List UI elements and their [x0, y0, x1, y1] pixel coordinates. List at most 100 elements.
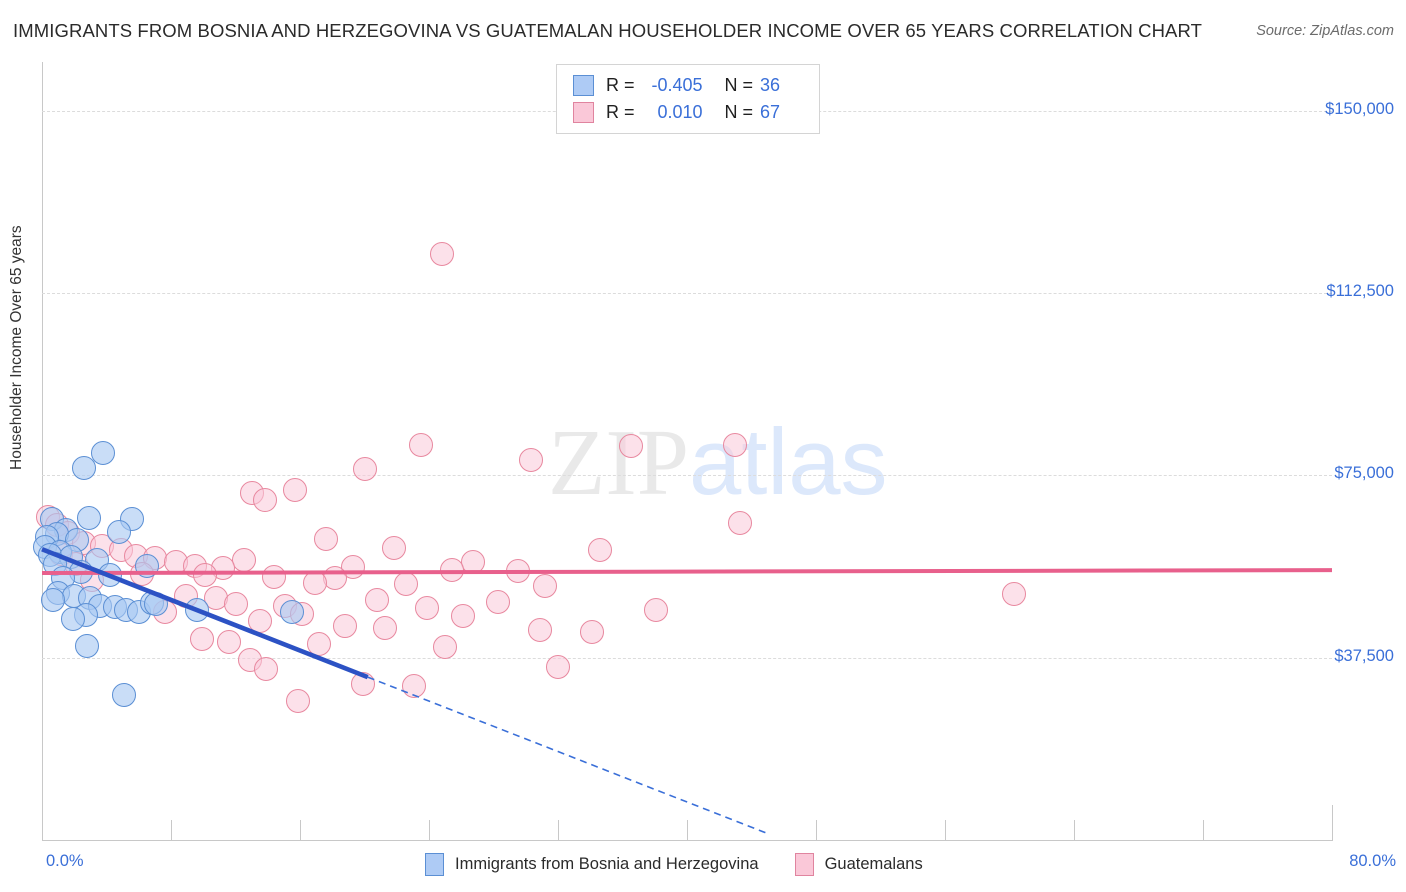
scatter-point[interactable] — [460, 550, 485, 575]
y-axis-tick-label: $37,500 — [1334, 646, 1394, 665]
gridline — [42, 292, 1332, 294]
x-axis-tick — [558, 820, 559, 840]
y-axis-tick-label: $150,000 — [1325, 99, 1394, 118]
scatter-point[interactable] — [75, 633, 100, 658]
page-title: IMMIGRANTS FROM BOSNIA AND HERZEGOVINA V… — [13, 20, 1203, 41]
scatter-point[interactable] — [415, 595, 440, 620]
scatter-point[interactable] — [217, 629, 242, 654]
scatter-point[interactable] — [579, 619, 604, 644]
series-label-guatemalans: Guatemalans — [824, 854, 923, 873]
scatter-point[interactable] — [352, 456, 377, 481]
scatter-point[interactable] — [644, 597, 669, 622]
scatter-point[interactable] — [192, 562, 217, 587]
correlation-legend: R = -0.405 N = 36 R = 0.010 N = 67 — [556, 64, 820, 134]
scatter-point[interactable] — [323, 566, 348, 591]
scatter-point[interactable] — [439, 557, 464, 582]
scatter-point[interactable] — [313, 527, 338, 552]
y-axis-tick-label: $75,000 — [1334, 464, 1394, 483]
n-value-blue: 36 — [760, 74, 781, 95]
x-axis-tick — [816, 820, 817, 840]
scatter-point[interactable] — [333, 613, 358, 638]
scatter-point[interactable] — [189, 627, 214, 652]
scatter-point[interactable] — [408, 432, 433, 457]
scatter-point[interactable] — [429, 241, 454, 266]
scatter-point[interactable] — [365, 588, 390, 613]
scatter-point[interactable] — [381, 536, 406, 561]
scatter-point[interactable] — [41, 587, 66, 612]
r-label-blue: R = — [606, 74, 635, 95]
plot-area — [33, 62, 1332, 840]
scatter-point[interactable] — [254, 656, 279, 681]
series-legend-item-guatemalans[interactable]: Guatemalans — [794, 852, 923, 876]
scatter-point[interactable] — [1002, 581, 1027, 606]
correlation-row-pink: R = 0.010 N = 67 — [573, 99, 780, 125]
n-value-pink: 67 — [760, 101, 781, 122]
scatter-point[interactable] — [252, 487, 277, 512]
scatter-point[interactable] — [433, 634, 458, 659]
scatter-point[interactable] — [107, 520, 132, 545]
scatter-point[interactable] — [450, 604, 475, 629]
y-axis-line — [42, 62, 43, 840]
x-axis-tick — [300, 820, 301, 840]
scatter-point[interactable] — [262, 564, 287, 589]
y-axis-title-text: Householder Income Over 65 years — [8, 225, 25, 470]
x-axis-tick — [171, 820, 172, 840]
scatter-point[interactable] — [728, 511, 753, 536]
r-label-pink: R = — [606, 101, 635, 122]
series-swatch-guatemalans — [794, 852, 814, 876]
scatter-point[interactable] — [307, 632, 332, 657]
scatter-point[interactable] — [587, 538, 612, 563]
r-value-blue: -0.405 — [651, 74, 703, 95]
scatter-point[interactable] — [247, 609, 272, 634]
scatter-point[interactable] — [486, 589, 511, 614]
scatter-point[interactable] — [279, 599, 304, 624]
scatter-point[interactable] — [505, 558, 530, 583]
series-swatch-bosnia — [425, 852, 444, 876]
scatter-point[interactable] — [394, 572, 419, 597]
scatter-point[interactable] — [112, 683, 137, 708]
gridline — [42, 657, 1332, 659]
scatter-point[interactable] — [528, 617, 553, 642]
x-axis-tick — [945, 820, 946, 840]
x-axis-max-label: 80.0% — [1349, 852, 1396, 870]
scatter-point[interactable] — [350, 671, 375, 696]
scatter-point[interactable] — [134, 553, 159, 578]
n-label-blue: N = — [724, 74, 754, 95]
series-legend-item-bosnia[interactable]: Immigrants from Bosnia and Herzegovina — [425, 852, 759, 876]
scatter-point[interactable] — [723, 433, 748, 458]
scatter-point[interactable] — [533, 573, 558, 598]
scatter-point[interactable] — [76, 505, 101, 530]
series-label-bosnia: Immigrants from Bosnia and Herzegovina — [455, 854, 759, 873]
scatter-point[interactable] — [71, 455, 96, 480]
scatter-point[interactable] — [97, 562, 122, 587]
x-axis-tick — [429, 820, 430, 840]
scatter-point[interactable] — [546, 655, 570, 680]
x-axis-tick — [1332, 805, 1333, 840]
scatter-point[interactable] — [302, 570, 327, 595]
x-axis-min-label: 0.0% — [46, 852, 84, 870]
gridline — [42, 475, 1332, 477]
scatter-point[interactable] — [402, 673, 427, 698]
scatter-point[interactable] — [286, 688, 311, 713]
x-axis-tick — [687, 820, 688, 840]
series-legend: Immigrants from Bosnia and Herzegovina G… — [425, 850, 959, 878]
legend-swatch-blue — [573, 74, 594, 96]
scatter-point[interactable] — [373, 615, 398, 640]
n-label-pink: N = — [724, 101, 754, 122]
y-axis-tick-label: $112,500 — [1326, 281, 1394, 300]
correlation-row-blue: R = -0.405 N = 36 — [573, 72, 780, 98]
scatter-point[interactable] — [518, 448, 543, 473]
source-label: Source: ZipAtlas.com — [1256, 23, 1394, 39]
scatter-point[interactable] — [184, 598, 209, 622]
scatter-point[interactable] — [223, 591, 248, 616]
x-axis-line — [42, 840, 1333, 841]
scatter-point[interactable] — [60, 607, 85, 632]
x-axis-tick — [1203, 820, 1204, 840]
r-value-pink: 0.010 — [657, 101, 703, 122]
scatter-point[interactable] — [283, 477, 308, 502]
scatter-point[interactable] — [91, 440, 116, 465]
scatter-point[interactable] — [231, 548, 256, 573]
x-axis-tick — [1074, 820, 1075, 840]
scatter-point[interactable] — [618, 434, 643, 459]
